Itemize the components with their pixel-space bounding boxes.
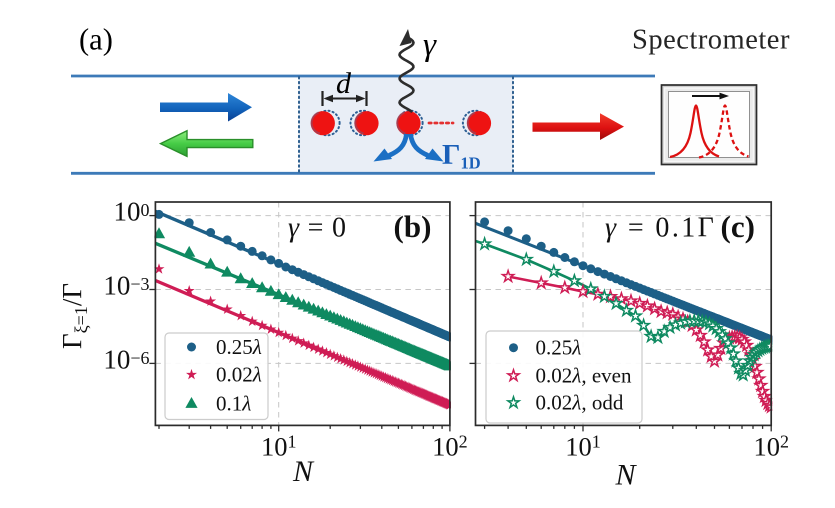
svg-text:(c): (c) bbox=[721, 209, 755, 244]
svg-text:N: N bbox=[614, 459, 637, 492]
svg-text:(a): (a) bbox=[79, 23, 113, 57]
svg-text:10−6: 10−6 bbox=[103, 344, 149, 374]
svg-text:Spectrometer: Spectrometer bbox=[632, 25, 790, 56]
svg-text:102: 102 bbox=[753, 432, 789, 462]
svg-text:0.02λ, even: 0.02λ, even bbox=[536, 364, 633, 388]
svg-text:0.02λ, odd: 0.02λ, odd bbox=[536, 391, 624, 415]
svg-text:0.02λ: 0.02λ bbox=[216, 363, 262, 387]
svg-text:0.1λ: 0.1λ bbox=[216, 392, 251, 416]
svg-text:102: 102 bbox=[432, 432, 468, 462]
svg-text:100: 100 bbox=[114, 197, 150, 227]
svg-text:101: 101 bbox=[565, 432, 601, 462]
svg-text:γ = 0: γ = 0 bbox=[288, 213, 347, 244]
svg-text:0.25λ: 0.25λ bbox=[216, 335, 262, 359]
svg-text:γ = 0.1Γ: γ = 0.1Γ bbox=[605, 213, 716, 244]
svg-text:(b): (b) bbox=[394, 209, 432, 244]
svg-text:N: N bbox=[292, 455, 315, 488]
svg-text:10−3: 10−3 bbox=[103, 271, 149, 301]
svg-text:γ: γ bbox=[423, 27, 437, 63]
svg-text:Γξ=1/Γ: Γξ=1/Γ bbox=[57, 283, 91, 349]
svg-text:101: 101 bbox=[261, 432, 297, 462]
svg-text:0.25λ: 0.25λ bbox=[536, 336, 582, 360]
svg-text:d: d bbox=[336, 67, 352, 100]
